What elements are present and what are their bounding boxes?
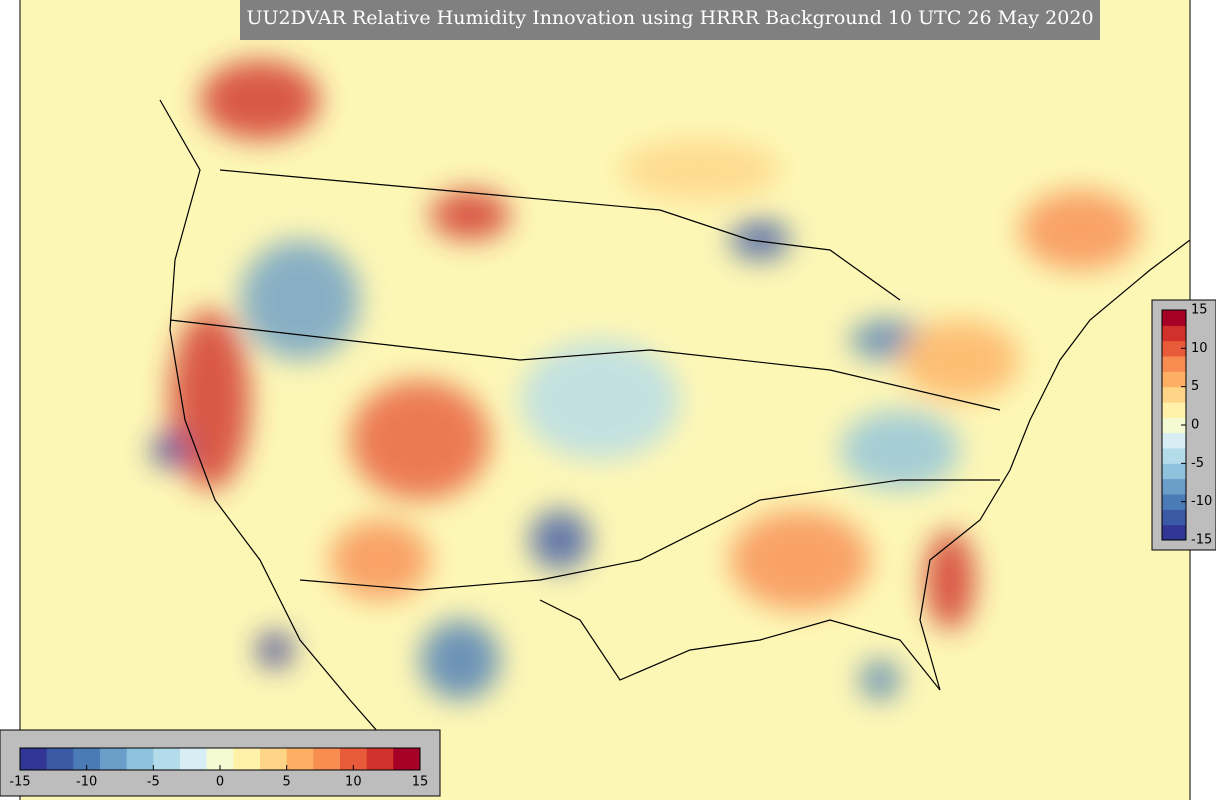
colorbar-tick-label: -10 [76,775,97,790]
colorbar-tick-label: -5 [147,775,160,790]
colorbar-tick-label: 0 [216,775,224,790]
colorbar-tick-label: 0 [1191,418,1199,433]
colorbar-segment [1162,371,1186,388]
colorbar-segment [1162,310,1186,326]
colorbar-tick-label: 10 [345,775,362,790]
colorbar-tick-label: 15 [1191,303,1208,318]
colorbar-segment [1162,478,1186,495]
colorbar-segment [1162,524,1186,541]
colorbar-tick-label: 10 [1191,341,1208,356]
colorbar-tick-label: 5 [283,775,291,790]
colorbar-segment [366,748,394,770]
title-box [240,0,1100,40]
colorbar-segment [153,748,181,770]
colorbar-segment [180,748,208,770]
colorbar-segment [1162,494,1186,510]
colorbar-segment [73,748,101,770]
map-title: UU2DVAR Relative Humidity Innovation usi… [246,7,1093,29]
colorbar-segment [393,748,421,770]
colorbar-tick-label: -5 [1191,456,1204,471]
colorbar-segment [340,748,368,770]
colorbar-segment [1162,463,1186,480]
colorbar-segment [233,748,261,770]
colorbar-segment [1162,386,1186,403]
colorbar-segment [1162,356,1186,372]
colorbar-segment [1162,432,1186,449]
vertical-colorbar: 15 10 5 0 -5 -10 -15 [1161,303,1212,548]
colorbar-segment [1162,417,1186,434]
colorbar-tick-label: 15 [412,775,429,790]
colorbar-segment [126,748,154,770]
colorbar-tick-label: -15 [9,775,30,790]
coastlines [159,99,1191,781]
colorbar-segment [1162,340,1186,357]
colorbar-tick-label: -10 [1191,494,1212,509]
colorbar-segment [20,748,48,770]
colorbar-tick-label: 5 [1191,379,1199,394]
colorbar-segment [1162,509,1186,526]
colorbar-segment [1162,402,1186,418]
horizontal-colorbar: -15 -10 -5 0 5 10 15 [9,747,429,790]
colorbar-segment [1162,325,1186,342]
colorbar-tick-label: -15 [1191,533,1212,548]
innovation-field [152,60,1140,700]
colorbar-segment [1162,448,1186,464]
colorbar-segment [206,748,234,770]
colorbar-segment [46,748,74,770]
colorbar-segment [260,748,288,770]
colorbar-segment [286,748,314,770]
colorbar-segment [313,748,341,770]
colorbar-segment [100,748,128,770]
